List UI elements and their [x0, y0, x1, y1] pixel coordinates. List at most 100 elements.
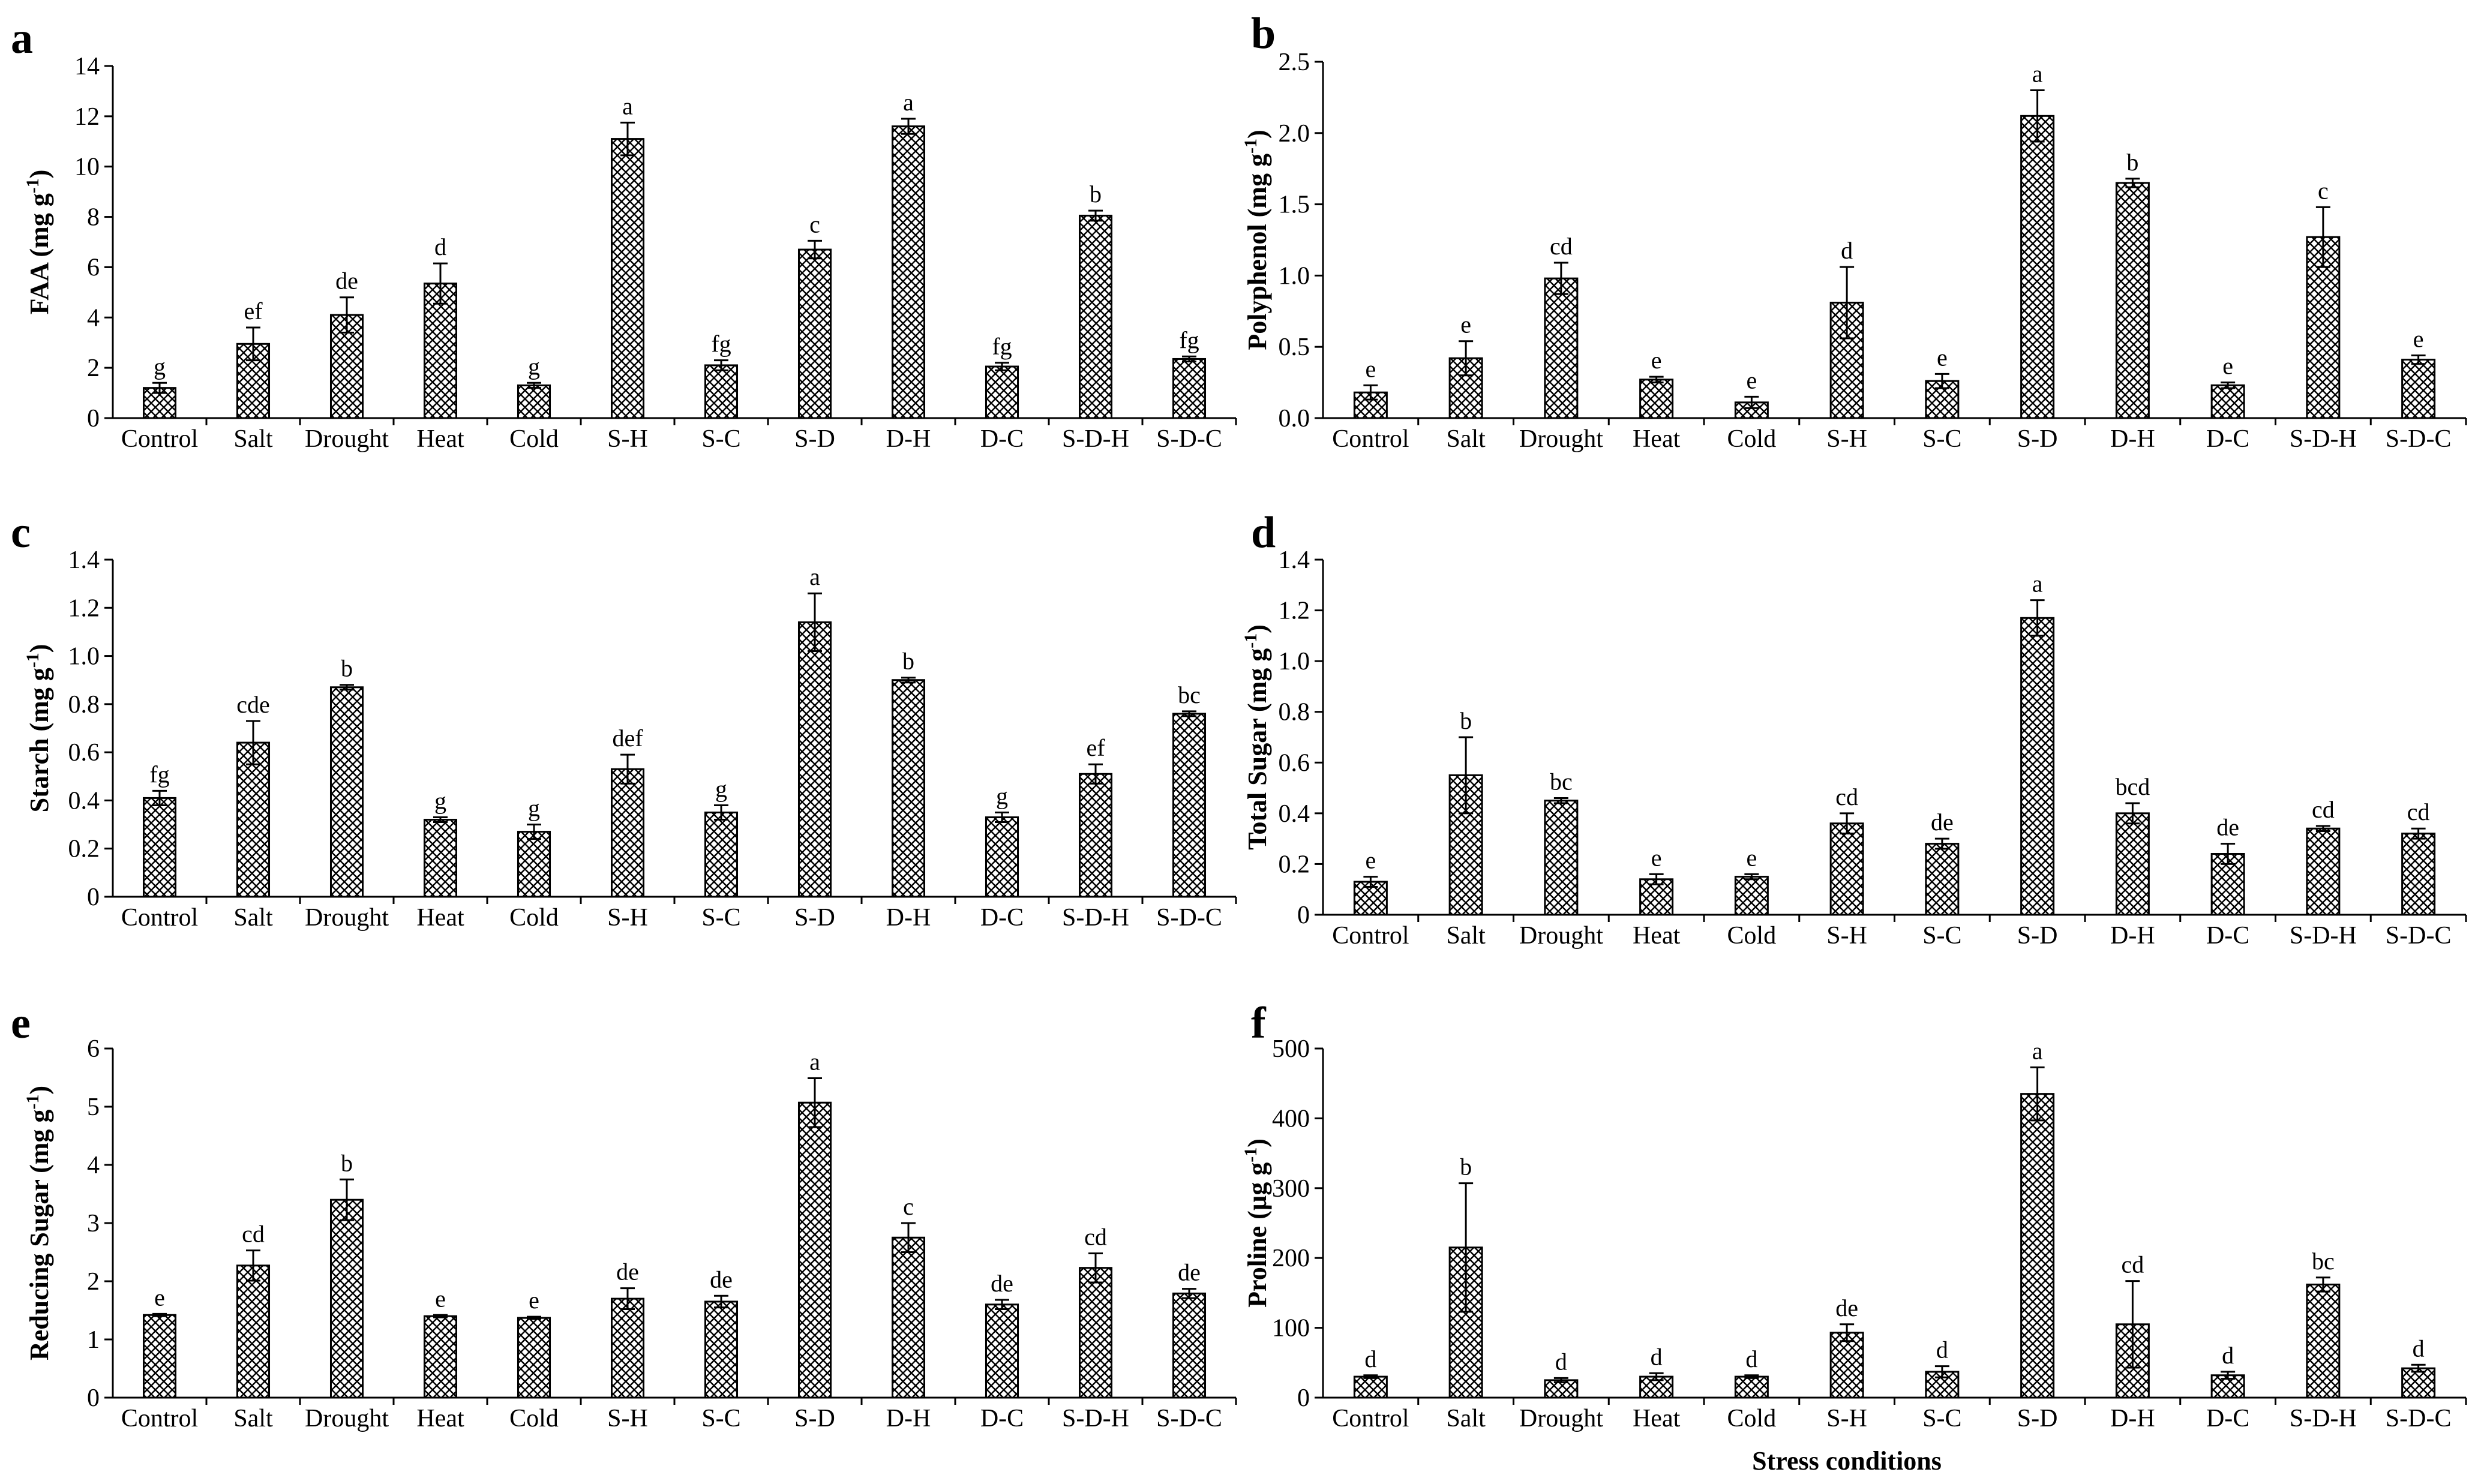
bar-S-D [2020, 1093, 2055, 1399]
category-label: S-H [607, 904, 648, 932]
panel-letter-f: f [1251, 999, 1267, 1048]
category-label: S-D-H [2290, 922, 2357, 950]
category-label: D-H [2110, 425, 2155, 453]
category-label: Cold [509, 904, 559, 932]
y-tick-label: 1.4 [68, 546, 100, 574]
panel-a: a 0 2 4 6 8 10 12 14 FAA (mg g-1) g Control ef Salt de… [11, 14, 1237, 453]
significance-letter: bc [1178, 681, 1201, 708]
bar-Drought [329, 1198, 364, 1399]
y-tick-label: 1.4 [1279, 546, 1310, 574]
significance-letter: e [1651, 347, 1662, 374]
y-tick-label: 10 [74, 154, 100, 181]
y-tick-label: 0.0 [1279, 405, 1310, 432]
category-label: S-D-C [2386, 922, 2452, 950]
category-label: Drought [305, 425, 389, 453]
bar-S-D-C [2401, 359, 2436, 419]
significance-letter: cd [2407, 798, 2430, 825]
panel-letter-e: e [11, 999, 31, 1048]
y-tick-label: 500 [1272, 1035, 1310, 1063]
category-label: S-D-C [1156, 904, 1222, 932]
y-tick-label: 0.2 [68, 836, 100, 863]
y-tick-label: 6 [87, 1035, 100, 1063]
bar-Cold [1734, 876, 1769, 916]
y-tick-label: 0.4 [68, 787, 100, 815]
significance-letter: c [809, 211, 820, 238]
category-label: D-C [2206, 425, 2249, 453]
category-label: Heat [416, 904, 464, 932]
category-label: Control [1332, 1405, 1409, 1432]
significance-letter: cd [2312, 796, 2335, 823]
y-tick-label: 0.2 [1279, 851, 1310, 878]
y-tick-label: 12 [74, 103, 100, 131]
significance-letter: a [809, 1048, 820, 1075]
bar-S-H [610, 768, 645, 898]
bar-Heat [1639, 378, 1674, 419]
panel-letter-a: a [11, 14, 33, 63]
significance-letter: fg [711, 331, 731, 358]
significance-letter: e [1365, 847, 1376, 874]
bar-S-D [797, 248, 832, 419]
significance-letter: cd [1550, 233, 1573, 260]
bar-D-H [2115, 182, 2150, 419]
y-tick-label: 0 [87, 1384, 100, 1412]
y-tick-label: 5 [87, 1094, 100, 1121]
significance-letter: de [1931, 809, 1954, 836]
category-label: S-H [1826, 922, 1867, 950]
y-tick-label: 6 [87, 254, 100, 281]
y-tick-label: 200 [1272, 1245, 1310, 1272]
significance-letter: d [1555, 1348, 1567, 1375]
y-tick-label: 0 [1297, 1384, 1310, 1412]
bar-S-D-C [2401, 1367, 2436, 1399]
bar-Control [142, 797, 177, 898]
bar-Heat [423, 283, 458, 419]
significance-letter: b [1460, 707, 1472, 734]
significance-letter: e [529, 1287, 539, 1314]
significance-letter: e [154, 1284, 165, 1311]
significance-letter: g [715, 775, 727, 802]
bar-S-D-C [2401, 833, 2436, 916]
category-label: S-C [701, 904, 740, 932]
category-label: Control [1332, 425, 1409, 453]
bar-D-C [985, 1303, 1019, 1399]
category-label: Salt [1446, 1405, 1486, 1432]
significance-letter: d [1936, 1336, 1948, 1363]
panel-e: e 0 1 2 3 4 5 6 Reducing Sugar (mg g-1) e Control c… [11, 999, 1237, 1432]
y-tick-label: 1.5 [1279, 191, 1310, 219]
panel-f: f 0 100 200 300 400 500 Proline (µg g-1) d Contro… [1241, 999, 2467, 1432]
y-tick-label: 4 [87, 1152, 100, 1179]
category-label: S-H [607, 1405, 648, 1432]
category-label: Cold [1727, 1405, 1777, 1432]
category-label: Salt [1446, 922, 1486, 950]
bar-S-D-C [1172, 1292, 1207, 1399]
category-label: S-D [2017, 922, 2058, 950]
bar-S-D-H [2306, 1283, 2341, 1399]
category-label: Drought [1519, 922, 1603, 950]
y-tick-label: 0.5 [1279, 334, 1310, 361]
category-label: Cold [509, 425, 559, 453]
significance-letter: de [616, 1258, 639, 1285]
y-tick-label: 400 [1272, 1105, 1310, 1132]
category-label: D-C [2206, 922, 2249, 950]
category-label: D-C [980, 1405, 1024, 1432]
significance-letter: fg [1179, 326, 1199, 353]
bar-Drought [329, 686, 364, 898]
y-tick-label: 0 [87, 884, 100, 911]
bar-Cold [1734, 1375, 1769, 1399]
bar-D-C [985, 365, 1019, 419]
significance-letter: a [903, 89, 914, 116]
panel-letter-c: c [11, 508, 31, 557]
category-label: S-C [701, 1405, 740, 1432]
y-tick-label: 1.0 [1279, 648, 1310, 675]
category-label: Control [1332, 922, 1409, 950]
category-label: D-H [886, 425, 931, 453]
category-label: Cold [1727, 922, 1777, 950]
category-label: Drought [305, 904, 389, 932]
panel-d: d 0 0.2 0.4 0.6 0.8 1.0 1.2 1.4 Total Sugar (mg g… [1241, 508, 2467, 950]
category-label: S-D-H [1062, 425, 1129, 453]
y-axis-label: Total Sugar (mg g-1) [1241, 624, 1272, 850]
y-tick-label: 2 [87, 355, 100, 382]
significance-letter: d [1745, 1345, 1757, 1372]
category-label: Drought [1519, 1405, 1603, 1432]
significance-letter: e [2222, 353, 2233, 380]
panel-b: b 0.0 0.5 1.0 1.5 2.0 2.5 Polyphenol (mg g-1) e C… [1241, 9, 2467, 453]
